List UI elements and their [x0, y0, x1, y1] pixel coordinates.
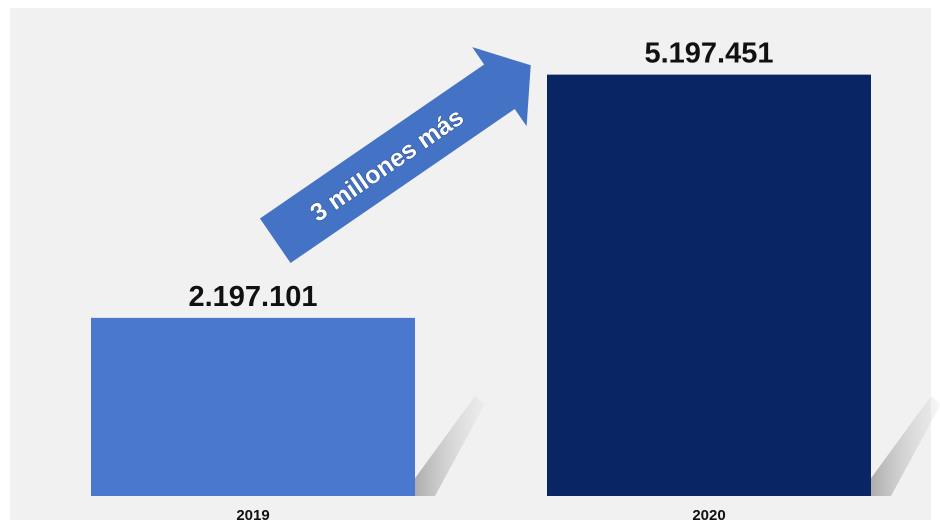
value-labels: 2.197.101 5.197.451 — [188, 38, 773, 313]
growth-arrow — [259, 47, 531, 264]
bar-shadows — [405, 396, 940, 496]
category-label-2019: 2019 — [236, 507, 269, 524]
growth-annotation: 3 millones más — [259, 47, 531, 264]
bars — [91, 74, 871, 496]
bar-shadow-2020 — [861, 396, 940, 496]
category-labels: 2019 2020 — [236, 507, 725, 524]
bar-shadow-2019 — [405, 396, 485, 496]
bar-2020 — [547, 74, 871, 496]
value-label-2020: 5.197.451 — [644, 38, 773, 70]
bar-2019 — [91, 317, 415, 496]
value-label-2019: 2.197.101 — [188, 281, 317, 313]
category-label-2020: 2020 — [692, 507, 725, 524]
growth-annotation-label: 3 millones más — [305, 103, 469, 228]
